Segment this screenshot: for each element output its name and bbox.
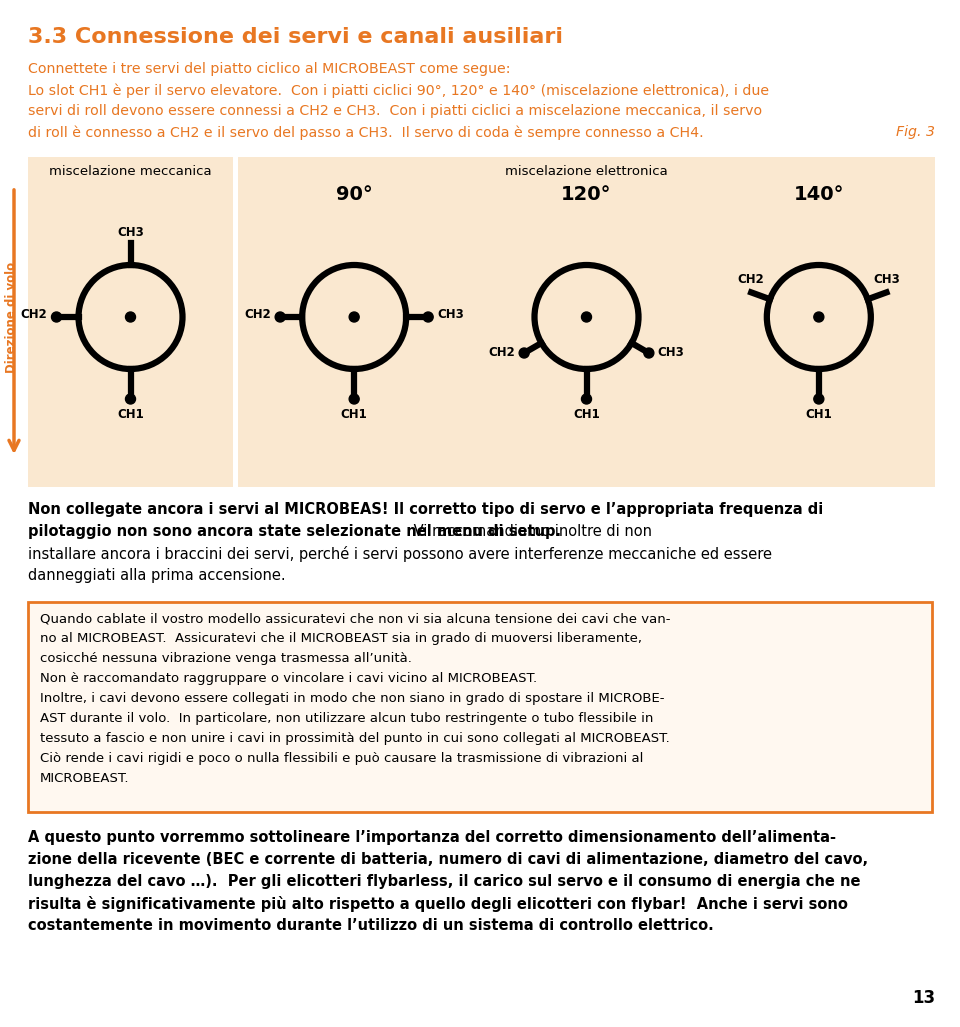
Text: Inoltre, i cavi devono essere collegati in modo che non siano in grado di sposta: Inoltre, i cavi devono essere collegati … (40, 692, 664, 705)
Circle shape (52, 312, 61, 322)
Text: CH2: CH2 (21, 308, 47, 321)
Circle shape (814, 312, 824, 322)
Circle shape (276, 312, 285, 322)
Circle shape (582, 394, 591, 404)
Circle shape (349, 394, 359, 404)
Text: 120°: 120° (562, 185, 612, 204)
Text: AST durante il volo.  In particolare, non utilizzare alcun tubo restringente o t: AST durante il volo. In particolare, non… (40, 712, 654, 725)
Text: Connettete i tre servi del piatto ciclico al MICROBEAST come segue:: Connettete i tre servi del piatto ciclic… (28, 62, 511, 76)
Text: Non è raccomandato raggruppare o vincolare i cavi vicino al MICROBEAST.: Non è raccomandato raggruppare o vincola… (40, 672, 538, 685)
Text: costantemente in movimento durante l’utilizzo di un sistema di controllo elettri: costantemente in movimento durante l’uti… (28, 918, 713, 933)
Text: Ciò rende i cavi rigidi e poco o nulla flessibili e può causare la trasmissione : Ciò rende i cavi rigidi e poco o nulla f… (40, 752, 643, 765)
Text: Direzione di volo: Direzione di volo (6, 262, 18, 373)
Text: no al MICROBEAST.  Assicuratevi che il MICROBEAST sia in grado di muoversi liber: no al MICROBEAST. Assicuratevi che il MI… (40, 632, 642, 645)
FancyBboxPatch shape (238, 157, 935, 487)
Text: 90°: 90° (336, 185, 372, 204)
Text: miscelazione meccanica: miscelazione meccanica (49, 165, 212, 178)
Text: cosicché nessuna vibrazione venga trasmessa all’unità.: cosicché nessuna vibrazione venga trasme… (40, 652, 412, 665)
Text: danneggiati alla prima accensione.: danneggiati alla prima accensione. (28, 568, 286, 583)
Text: zione della ricevente (BEC e corrente di batteria, numero di cavi di alimentazio: zione della ricevente (BEC e corrente di… (28, 852, 868, 867)
Text: CH3: CH3 (117, 226, 144, 239)
Text: CH3: CH3 (658, 346, 684, 359)
Text: di roll è connesso a CH2 e il servo del passo a CH3.  Il servo di coda è sempre : di roll è connesso a CH2 e il servo del … (28, 125, 704, 140)
FancyBboxPatch shape (28, 602, 932, 812)
Text: 140°: 140° (794, 185, 844, 204)
Text: 3.3 Connessione dei servi e canali ausiliari: 3.3 Connessione dei servi e canali ausil… (28, 27, 563, 47)
Text: A questo punto vorremmo sottolineare l’importanza del corretto dimensionamento d: A questo punto vorremmo sottolineare l’i… (28, 830, 836, 845)
Text: Lo slot CH1 è per il servo elevatore.  Con i piatti ciclici 90°, 120° e 140° (mi: Lo slot CH1 è per il servo elevatore. Co… (28, 83, 769, 98)
Text: 13: 13 (912, 989, 935, 1007)
Circle shape (644, 348, 654, 358)
Text: risulta è significativamente più alto rispetto a quello degli elicotteri con fly: risulta è significativamente più alto ri… (28, 896, 848, 912)
Text: Vi raccomandiamo inoltre di non: Vi raccomandiamo inoltre di non (409, 524, 652, 539)
Text: Non collegate ancora i servi al MICROBEAS! Il corretto tipo di servo e l’appropr: Non collegate ancora i servi al MICROBEA… (28, 502, 824, 517)
Circle shape (423, 312, 433, 322)
Circle shape (126, 312, 135, 322)
Text: CH1: CH1 (805, 408, 832, 421)
Circle shape (582, 312, 591, 322)
Text: servi di roll devono essere connessi a CH2 e CH3.  Con i piatti ciclici a miscel: servi di roll devono essere connessi a C… (28, 104, 762, 118)
Text: tessuto a fascio e non unire i cavi in prossimità del punto in cui sono collegat: tessuto a fascio e non unire i cavi in p… (40, 732, 670, 745)
Text: lunghezza del cavo …).  Per gli elicotteri flybarless, il carico sul servo e il : lunghezza del cavo …). Per gli elicotter… (28, 874, 860, 889)
Text: Fig. 3: Fig. 3 (896, 125, 935, 139)
Circle shape (349, 312, 359, 322)
Text: CH2: CH2 (245, 308, 271, 321)
Text: CH2: CH2 (738, 273, 764, 287)
Text: Quando cablate il vostro modello assicuratevi che non vi sia alcuna tensione dei: Quando cablate il vostro modello assicur… (40, 612, 670, 625)
Text: CH1: CH1 (341, 408, 368, 421)
Text: CH1: CH1 (573, 408, 600, 421)
Text: CH3: CH3 (873, 273, 900, 287)
Text: pilotaggio non sono ancora state selezionate nel menu di setup.: pilotaggio non sono ancora state selezio… (28, 524, 562, 539)
Text: CH2: CH2 (489, 346, 516, 359)
Text: miscelazione elettronica: miscelazione elettronica (505, 165, 668, 178)
Circle shape (126, 394, 135, 404)
Text: CH1: CH1 (117, 408, 144, 421)
Circle shape (814, 394, 824, 404)
Text: installare ancora i braccini dei servi, perché i servi possono avere interferenz: installare ancora i braccini dei servi, … (28, 546, 772, 562)
Text: MICROBEAST.: MICROBEAST. (40, 772, 130, 785)
Text: CH3: CH3 (437, 308, 464, 321)
FancyBboxPatch shape (28, 157, 233, 487)
Circle shape (519, 348, 529, 358)
